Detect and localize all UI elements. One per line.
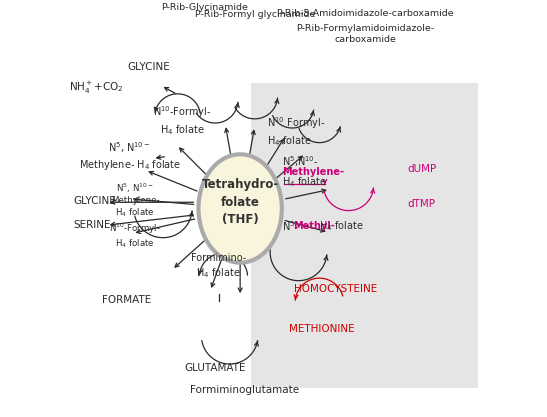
Text: GLUTAMATE: GLUTAMATE	[184, 363, 246, 373]
Text: P-Rib-5-Amidoimidazole-carboxamide: P-Rib-5-Amidoimidazole-carboxamide	[276, 8, 454, 18]
Text: Tetrahydro-
folate
(THF): Tetrahydro- folate (THF)	[201, 178, 279, 226]
Text: N$^5$,N$^{10}$-: N$^5$,N$^{10}$-	[282, 154, 318, 169]
Text: Methyl-: Methyl-	[293, 221, 334, 231]
Text: Methylene-: Methylene-	[282, 167, 344, 177]
Text: N$^5$, N$^{10-}$
Methylene- H$_4$ folate: N$^5$, N$^{10-}$ Methylene- H$_4$ folate	[79, 141, 181, 172]
Text: Formimino-
H$_4$ folate: Formimino- H$_4$ folate	[191, 254, 246, 280]
Text: HOMOCYSTEINE: HOMOCYSTEINE	[294, 284, 377, 294]
Text: dTMP: dTMP	[407, 199, 435, 209]
Text: dUMP: dUMP	[407, 164, 436, 174]
Text: FORMATE: FORMATE	[102, 295, 152, 305]
Bar	[251, 83, 478, 388]
Text: GLYCINE: GLYCINE	[127, 62, 170, 72]
Ellipse shape	[199, 154, 282, 263]
Text: N$^{10}$ Formyl-
H$_4$ folate: N$^{10}$ Formyl- H$_4$ folate	[267, 115, 325, 148]
Text: N$^{10}$-Formyl-
H$_4$ folate: N$^{10}$-Formyl- H$_4$ folate	[153, 105, 212, 137]
Text: P-Rib-Formylamidoimidazole-
carboxamide: P-Rib-Formylamidoimidazole- carboxamide	[296, 24, 434, 44]
Text: NH$_4^+$+CO$_2$: NH$_4^+$+CO$_2$	[69, 80, 124, 95]
Text: SERINE: SERINE	[73, 220, 111, 230]
Text: Formiminoglutamate: Formiminoglutamate	[190, 385, 299, 395]
Text: METHIONINE: METHIONINE	[289, 324, 354, 334]
Text: P-Rib-Formyl glycinamide: P-Rib-Formyl glycinamide	[195, 10, 315, 19]
Text: GLYCINE: GLYCINE	[73, 196, 116, 206]
Text: H$_4$ folate: H$_4$ folate	[319, 219, 364, 233]
Text: N$^5$-: N$^5$-	[282, 219, 299, 233]
Text: P-Rib-Glycinamide: P-Rib-Glycinamide	[161, 3, 248, 12]
Text: N$^5$, N$^{10-}$
Methylene-
H$_4$ folate
N$^{10}$-Formyl-
H$_4$ folate: N$^5$, N$^{10-}$ Methylene- H$_4$ folate…	[109, 181, 161, 250]
Text: H$_4$ folate: H$_4$ folate	[282, 175, 327, 189]
